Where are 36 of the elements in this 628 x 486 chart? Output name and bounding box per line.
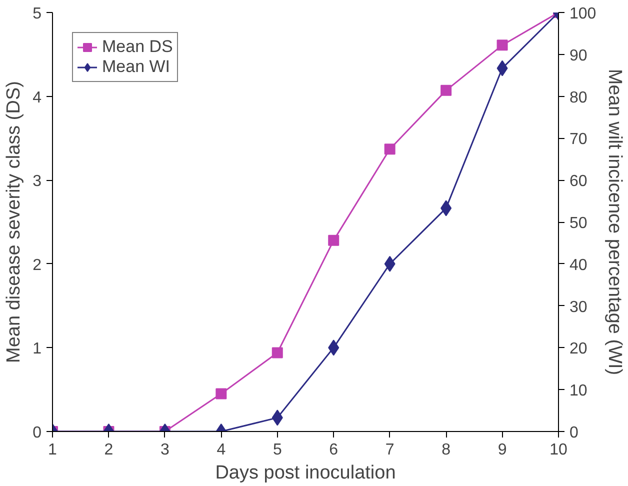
- y-tick-label: 4: [32, 89, 42, 106]
- y2-tick-label: 80: [570, 89, 588, 106]
- point: [496, 40, 508, 51]
- x-tick-label: 9: [498, 442, 507, 458]
- y2-tick-label: 90: [570, 47, 588, 64]
- legend-label: Mean WI: [102, 57, 170, 77]
- y2-tick-label: 60: [570, 173, 588, 190]
- x-tick-label: 10: [550, 442, 568, 458]
- legend-label: Mean DS: [102, 37, 173, 57]
- y2-tick-label: 20: [570, 340, 588, 358]
- y-tick-label: 5: [32, 6, 42, 22]
- x-tick-label: 8: [442, 442, 451, 458]
- x-tick-label: 6: [329, 442, 338, 458]
- y2-tick-label: 10: [570, 382, 588, 400]
- point: [384, 144, 396, 155]
- x-tick-label: 7: [385, 442, 394, 458]
- y2-axis-title: Mean wilt incicence percentage (WI): [604, 68, 626, 376]
- x-tick-label: 5: [272, 442, 282, 458]
- y-axis-title: Mean disease severity class (DS): [4, 81, 25, 363]
- x-tick-label: 1: [48, 442, 58, 458]
- y2-tick-label: 70: [570, 131, 588, 148]
- x-axis-title: Days post inoculation: [215, 462, 396, 484]
- point: [328, 234, 340, 246]
- y-tick-label: 2: [32, 256, 42, 274]
- y2-tick-label: 30: [570, 298, 588, 316]
- y-tick-label: 3: [32, 173, 42, 190]
- y-tick-label: 1: [32, 340, 42, 358]
- point: [440, 84, 452, 96]
- y2-tick-label: 0: [570, 424, 578, 442]
- y2-tick-label: 50: [570, 215, 588, 232]
- y-tick-label: 0: [32, 424, 42, 442]
- y2-tick-label: 100: [570, 6, 596, 22]
- x-tick-label: 2: [104, 442, 114, 458]
- y2-tick-label: 40: [570, 256, 588, 274]
- x-tick-label: 4: [216, 442, 226, 458]
- x-tick-label: 3: [160, 442, 170, 458]
